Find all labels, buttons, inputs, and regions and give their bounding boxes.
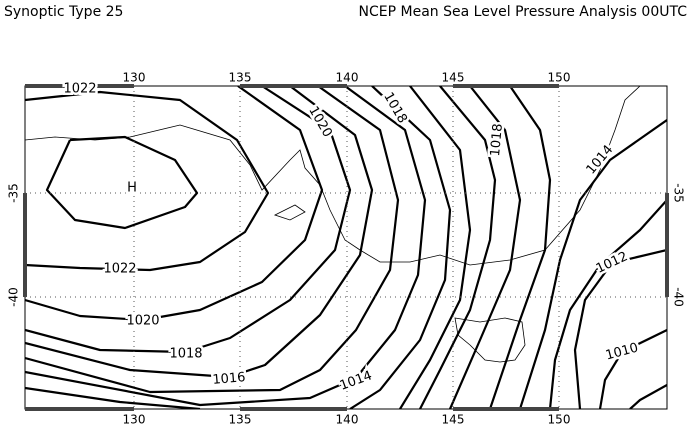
lat-label-left: -35 xyxy=(7,183,21,203)
title-right: NCEP Mean Sea Level Pressure Analysis 00… xyxy=(359,4,688,20)
coastline xyxy=(25,86,641,266)
contour-label: 1010 xyxy=(604,340,640,363)
lon-label-bottom: 140 xyxy=(336,413,359,427)
contour-label: 1020 xyxy=(126,314,159,329)
lon-label-top: 145 xyxy=(442,71,465,85)
island xyxy=(273,204,306,221)
contour-label: 1022 xyxy=(103,262,136,277)
contour-label: 1018 xyxy=(488,123,506,157)
map-frame xyxy=(24,85,668,410)
contour-label: 1014 xyxy=(338,368,374,393)
lat-label-right: -40 xyxy=(672,287,686,307)
lat-label-right: -35 xyxy=(672,183,686,203)
tasmania xyxy=(454,317,526,363)
isobars xyxy=(25,86,667,409)
lon-label-bottom: 130 xyxy=(123,413,146,427)
lon-label-top: 130 xyxy=(123,71,146,85)
lon-label-top: 140 xyxy=(336,71,359,85)
lon-label-top: 135 xyxy=(229,71,252,85)
lon-label-bottom: 135 xyxy=(229,413,252,427)
lon-label-top: 150 xyxy=(548,71,571,85)
contour-label: 1020 xyxy=(305,104,335,140)
lon-label-bottom: 150 xyxy=(548,413,571,427)
title-left: Synoptic Type 25 xyxy=(4,4,123,20)
contour-label: 1018 xyxy=(380,90,410,126)
lon-label-bottom: 145 xyxy=(442,413,465,427)
map-area xyxy=(25,86,667,409)
contour-label: 1022 xyxy=(63,82,96,97)
high-label: H xyxy=(127,181,137,196)
contour-label: 1018 xyxy=(169,347,202,362)
contour-label: 1016 xyxy=(212,370,246,388)
lat-label-left: -40 xyxy=(7,287,21,307)
